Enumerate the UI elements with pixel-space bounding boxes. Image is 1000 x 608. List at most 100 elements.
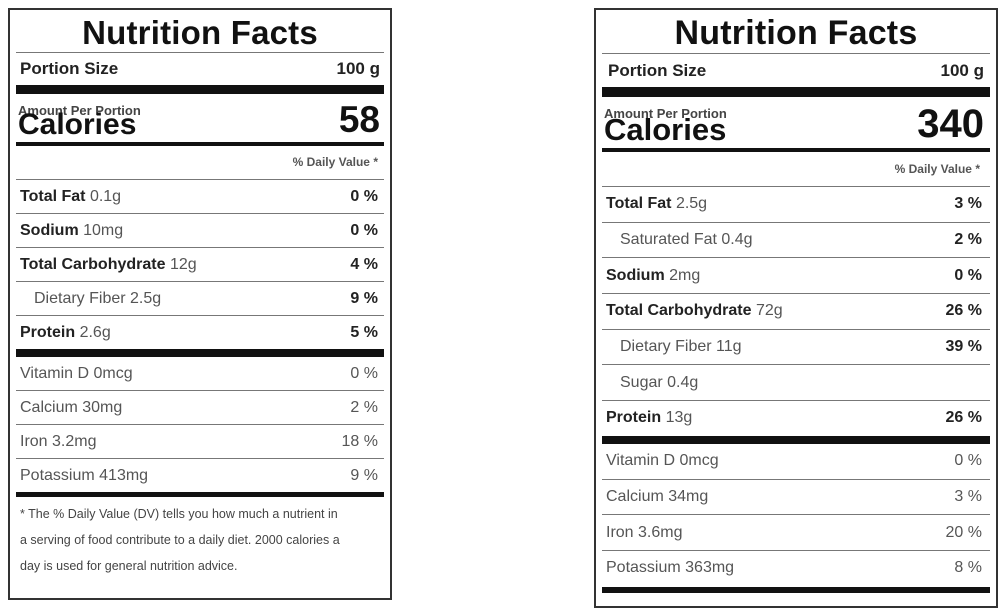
nutrient-daily-value: 3 %	[954, 195, 982, 213]
nutrient-row: Sodium 10mg 0 %	[16, 214, 384, 247]
vitamin-amount: 30mg	[82, 398, 123, 416]
portion-size-row: Portion Size 100 g	[602, 54, 990, 87]
footnote-line: * The % Daily Value (DV) tells you how m…	[20, 507, 338, 521]
divider	[602, 53, 990, 54]
divider	[16, 52, 384, 53]
portion-size-value: 100 g	[336, 59, 380, 78]
vitamin-row: Vitamin D 0mcg 0 %	[602, 444, 990, 479]
nutrient-amount: 2mg	[669, 266, 701, 284]
calories-row: Calories 58	[16, 100, 384, 141]
nutrient-daily-value: 2 %	[954, 231, 982, 249]
nutrient-row: Total Fat 2.5g 3 %	[602, 187, 990, 222]
vitamin-row: Calcium 30mg 2 %	[16, 391, 384, 424]
daily-value-header: % Daily Value *	[292, 155, 378, 169]
nutrient-amount: 72g	[755, 302, 783, 320]
divider	[16, 458, 384, 459]
nutrient-row: Protein 13g 26 %	[602, 401, 990, 436]
daily-value-header: % Daily Value *	[894, 162, 980, 176]
vitamin-amount: 3.6mg	[638, 523, 683, 541]
calories-label: Calories	[18, 108, 137, 141]
nutrient-row: Total Carbohydrate 72g 26 %	[602, 294, 990, 329]
nutrient-daily-value: 39 %	[945, 338, 982, 356]
portion-size-label: Portion Size	[20, 59, 119, 78]
medium-divider	[16, 142, 384, 146]
nutrient-name: Dietary Fiber	[34, 289, 126, 307]
divider	[602, 549, 990, 551]
divider	[16, 213, 384, 214]
nutrient-row-sub: Saturated Fat 0.4g 2 %	[602, 223, 990, 258]
vitamin-daily-value: 20 %	[945, 523, 982, 541]
vitamin-daily-value: 18 %	[341, 432, 378, 450]
nutrient-name: Sugar	[620, 373, 663, 391]
vitamin-amount: 34mg	[668, 487, 709, 505]
divider	[602, 364, 990, 366]
footnote-line: day is used for general nutrition advice…	[20, 559, 238, 573]
vitamin-name: Iron	[606, 523, 634, 541]
vitamin-daily-value: 9 %	[350, 466, 378, 484]
amount-per-portion: Amount Per Portion	[604, 106, 727, 121]
vitamin-daily-value: 8 %	[954, 559, 982, 577]
calories-value: 58	[338, 99, 380, 140]
nutrient-amount: 0.1g	[89, 187, 122, 205]
vitamin-row: Iron 3.2mg 18 %	[16, 425, 384, 458]
vitamin-row: Calcium 34mg 3 %	[602, 480, 990, 515]
nutrient-row: Protein 2.6g 5 %	[16, 316, 384, 349]
nutrient-amount: 12g	[169, 255, 197, 273]
thick-divider	[602, 435, 990, 444]
nutrient-name: Total Carbohydrate	[20, 255, 166, 273]
divider	[16, 281, 384, 282]
divider	[602, 478, 990, 480]
portion-size-value: 100 g	[940, 60, 984, 80]
nutrient-name: Total Fat	[606, 195, 672, 213]
nutrient-daily-value: 4 %	[350, 255, 378, 273]
divider	[16, 179, 384, 180]
nutrient-daily-value: 26 %	[945, 409, 982, 427]
vitamin-row: Potassium 413mg 9 %	[16, 459, 384, 492]
divider	[16, 247, 384, 248]
divider	[16, 424, 384, 425]
nutrient-daily-value: 0 %	[350, 221, 378, 239]
nutrient-name: Sodium	[20, 221, 79, 239]
divider	[16, 390, 384, 391]
calories-row: Calories 340	[602, 103, 990, 145]
vitamin-daily-value: 3 %	[954, 487, 982, 505]
nutrient-row: Sodium 2mg 0 %	[602, 258, 990, 293]
nutrient-name: Saturated Fat	[620, 231, 717, 249]
vitamin-name: Calcium	[606, 487, 664, 505]
nutrient-daily-value: 0 %	[954, 266, 982, 284]
thick-divider	[16, 349, 384, 357]
portion-size-row: Portion Size 100 g	[16, 53, 384, 85]
divider	[602, 328, 990, 330]
vitamin-daily-value: 2 %	[350, 398, 378, 416]
nutrient-daily-value: 26 %	[945, 302, 982, 320]
thick-divider	[16, 85, 384, 94]
medium-divider	[602, 148, 990, 152]
nutrient-amount: 0.4g	[667, 373, 699, 391]
nutrient-row-sub: Dietary Fiber 2.5g 9 %	[16, 282, 384, 315]
vitamin-name: Potassium	[606, 559, 681, 577]
calories-value: 340	[917, 102, 984, 146]
vitamin-amount: 0mcg	[93, 364, 133, 382]
vitamin-name: Vitamin D	[606, 452, 676, 470]
vitamin-amount: 0mcg	[679, 452, 719, 470]
vitamin-name: Potassium	[20, 466, 95, 484]
label-title: Nutrition Facts	[674, 14, 918, 52]
nutrient-name: Total Carbohydrate	[606, 302, 752, 320]
thick-divider	[16, 492, 384, 497]
nutrient-amount: 2.6g	[79, 323, 111, 341]
nutrient-amount: 2.5g	[130, 289, 162, 307]
divider	[602, 257, 990, 259]
nutrient-name: Sodium	[606, 266, 665, 284]
vitamin-name: Vitamin D	[20, 364, 90, 382]
nutrient-daily-value: 5 %	[350, 323, 378, 341]
footnote: * The % Daily Value (DV) tells you how m…	[16, 497, 384, 579]
nutrient-name: Protein	[606, 409, 662, 427]
label-title: Nutrition Facts	[82, 14, 318, 51]
vitamin-row: Iron 3.6mg 20 %	[602, 515, 990, 550]
thick-divider	[602, 586, 990, 593]
amount-per-portion: Amount Per Portion	[18, 103, 141, 118]
nutrient-amount: 11g	[716, 338, 742, 356]
nutrient-name: Protein	[20, 323, 76, 341]
vitamin-daily-value: 0 %	[350, 364, 378, 382]
nutrient-row: Total Carbohydrate 12g 4 %	[16, 248, 384, 281]
